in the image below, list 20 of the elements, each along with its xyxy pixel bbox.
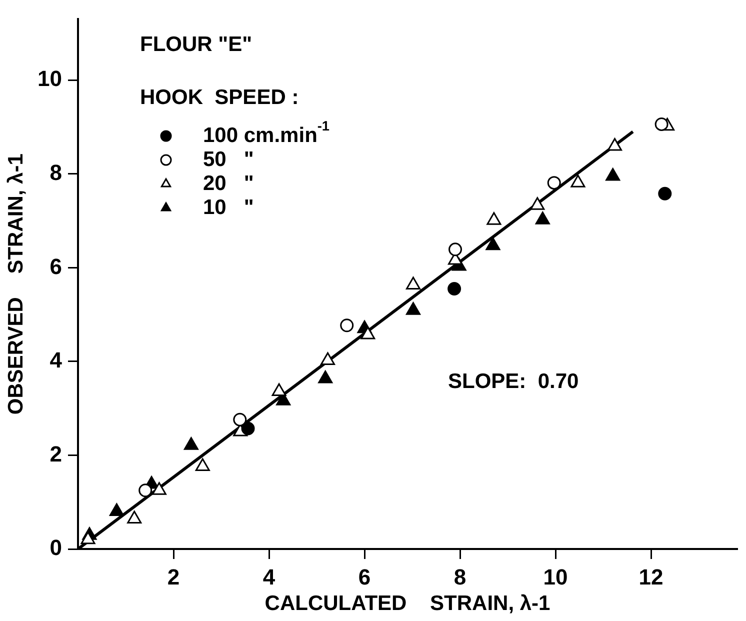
x-tick-label: 6 [358, 564, 371, 590]
legend-title: HOOK SPEED : [140, 86, 299, 109]
annotation: SLOPE: 0.70 [448, 370, 579, 393]
y-tick-label: 8 [50, 160, 62, 185]
y-tick-label: 6 [50, 254, 62, 279]
y-tick-label: 2 [50, 441, 62, 466]
x-tick-label: 4 [262, 564, 276, 590]
y-tick-label: 4 [50, 348, 63, 373]
x-axis-title: CALCULATED STRAIN, λ-1 [264, 592, 551, 616]
y-tick-label: 10 [38, 66, 62, 92]
text: FLOUR "E" [140, 32, 252, 56]
y-axis-title: OBSERVED STRAIN, λ-1 [4, 153, 28, 415]
legend-label: 20 " [203, 172, 254, 195]
x-tick-label: 2 [167, 564, 180, 590]
x-tick-label: 12 [638, 564, 664, 590]
y-tick-label: 0 [50, 535, 62, 560]
x-tick-label: 10 [543, 564, 568, 590]
legend-label: 50 " [203, 148, 254, 171]
legend-label: 10 " [203, 196, 254, 219]
x-tick-label: 8 [454, 564, 466, 590]
